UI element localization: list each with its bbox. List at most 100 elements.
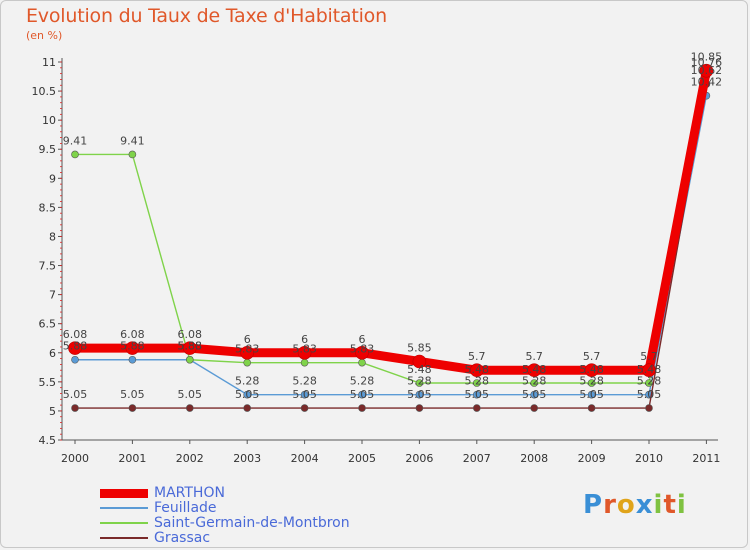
logo-letter: r [603,490,617,520]
y-tick-label: 6.5 [39,318,57,331]
data-label: 5.05 [522,388,547,401]
data-label: 5.7 [468,350,486,363]
data-label: 5.48 [637,363,662,376]
data-label: 5.88 [178,340,203,353]
data-point [128,355,137,364]
x-tick-label: 2000 [61,452,89,465]
data-label: 5.88 [178,340,203,353]
data-point [183,341,197,355]
data-point [243,390,251,399]
data-label: 10.76 [691,56,723,69]
logo-letter: x [635,490,654,520]
legend-item: Saint-Germain-de-Montbron [100,516,350,530]
data-label: 5.05 [292,388,317,401]
series-line [75,83,708,409]
legend-label: Feuillade [154,500,217,516]
data-point [300,404,309,412]
data-point [412,354,427,369]
y-tick-label: 7.5 [39,260,57,273]
data-point [415,390,424,399]
data-point [300,390,309,399]
legend-swatch [100,522,148,524]
chart-title: Evolution du Taux de Taxe d'Habitation [26,5,387,27]
data-labels-layer: 6.08 6.08 6.08 6 6 6 5.85 5.7 5.7 5.7 5.7 10.85 5.88… [63,51,722,401]
x-tick-label: 2004 [291,452,319,465]
data-point [587,404,596,412]
data-point [642,363,656,378]
data-point [584,363,599,378]
y-tick-label: 8 [49,230,56,243]
legend-label: Saint-Germain-de-Montbron [154,515,350,531]
data-point [358,404,366,412]
data-point [243,358,251,367]
legend-item: Grassac [100,531,210,545]
data-point [472,379,481,387]
data-label: 9.41 [63,134,88,147]
x-tick-label: 2007 [463,452,491,465]
data-point [186,355,194,364]
data-point [527,363,542,378]
data-point [587,379,596,387]
data-label: 6 [244,333,251,346]
data-point [472,404,481,412]
data-point [297,345,312,360]
data-label: 10.62 [691,64,723,77]
data-label: 6.08 [178,328,203,341]
data-label: 5.28 [579,375,604,388]
y-tick-label: 4.5 [39,434,57,447]
data-label: 10.42 [691,76,723,89]
logo-letter: t [663,490,677,520]
x-tick-label: 2006 [405,452,433,465]
y-tick-label: 6 [49,347,56,360]
data-point [128,150,137,159]
data-label: 5.48 [579,363,604,376]
chart-axes: 4.5 5 5.5 6 6.5 7 7.5 8 8.5 9 9.5 10 10.5 11 2000 2001 2… [32,56,721,465]
data-label: 6.08 [63,328,88,341]
y-tick-label: 10.5 [32,85,57,98]
data-point [71,355,79,364]
data-label: 6.08 [120,328,145,341]
data-label: 10.85 [691,51,723,64]
legend-item: Feuillade [100,501,217,515]
data-label: 5.7 [640,350,658,363]
legend-label: MARTHON [154,485,225,501]
data-point [530,404,539,412]
data-label: 5.05 [637,388,662,401]
data-label: 6 [359,333,366,346]
data-label: 5.48 [465,363,490,376]
y-tick-label: 11 [42,56,56,69]
data-point [472,390,481,399]
series-layer [68,63,714,412]
data-label: 5.05 [350,388,375,401]
data-label: 5.05 [120,388,145,401]
data-label: 9.41 [120,134,145,147]
legend-swatch [100,537,148,539]
data-point [530,390,539,399]
y-tick-label: 9 [49,172,56,185]
y-tick-label: 9.5 [39,143,57,156]
series-saint-germain-de-montbron [71,72,711,387]
legend-item: MARTHON [100,486,225,500]
x-tick-label: 2011 [692,452,720,465]
legend-swatch [100,488,148,498]
legend-label: Grassac [154,530,211,546]
data-point [128,404,137,412]
data-point [71,404,79,412]
data-label: 5.05 [579,388,604,401]
data-label: 6 [301,333,308,346]
data-label: 5.48 [522,363,547,376]
data-point [645,404,653,412]
series-line [75,69,711,375]
data-label: 5.28 [637,375,662,388]
data-label: 5.28 [235,375,260,388]
x-tick-label: 2008 [520,452,548,465]
data-label: 5.83 [235,343,260,356]
series-line [75,75,708,384]
data-point [300,358,309,367]
x-tick-label: 2002 [176,452,204,465]
data-label: 5.28 [407,375,432,388]
data-label: 5.83 [292,343,317,356]
data-point [68,341,82,355]
